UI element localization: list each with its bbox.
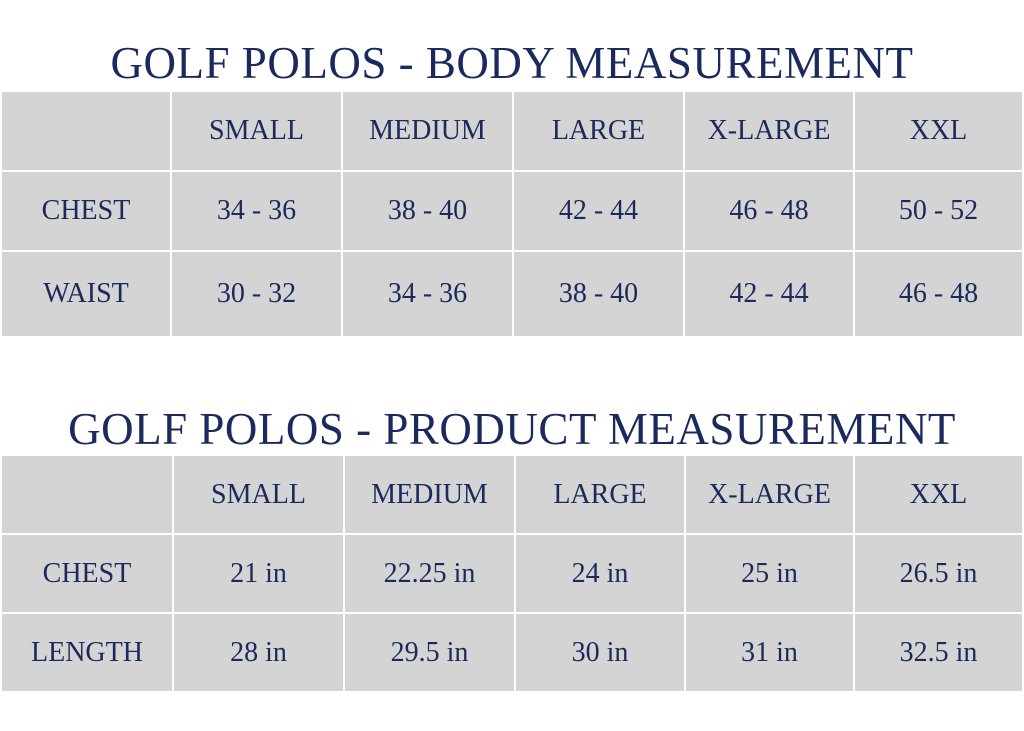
row: LENGTH 28 in 29.5 in 30 in 31 in 32.5 in (0, 612, 1024, 693)
size-header: X-LARGE (684, 454, 855, 535)
cell: 31 in (684, 612, 855, 693)
cell: 26.5 in (853, 533, 1024, 614)
size-header: SMALL (172, 454, 345, 535)
size-header: XXL (853, 454, 1024, 535)
product-table: SMALL MEDIUM LARGE X-LARGE XXL CHEST 21 … (0, 454, 1024, 693)
cell: 46 - 48 (853, 250, 1024, 338)
cell: 30 - 32 (170, 250, 343, 338)
corner-cell (0, 90, 172, 172)
cell: 38 - 40 (341, 170, 514, 252)
cell: 38 - 40 (512, 250, 685, 338)
table-title: GOLF POLOS - PRODUCT MEASUREMENT (68, 404, 956, 454)
cell: 28 in (172, 612, 345, 693)
row-label: WAIST (0, 250, 172, 338)
row-label: CHEST (0, 533, 174, 614)
size-header: MEDIUM (343, 454, 516, 535)
cell: 24 in (514, 533, 686, 614)
cell: 22.25 in (343, 533, 516, 614)
size-header: LARGE (514, 454, 686, 535)
table-title: GOLF POLOS - BODY MEASUREMENT (110, 38, 914, 88)
header-row: SMALL MEDIUM LARGE X-LARGE XXL (0, 454, 1024, 535)
cell: 29.5 in (343, 612, 516, 693)
size-header: LARGE (512, 90, 685, 172)
row-label: CHEST (0, 170, 172, 252)
corner-cell (0, 454, 174, 535)
row-label: LENGTH (0, 612, 174, 693)
cell: 50 - 52 (853, 170, 1024, 252)
cell: 34 - 36 (341, 250, 514, 338)
cell: 30 in (514, 612, 686, 693)
size-header: SMALL (170, 90, 343, 172)
cell: 42 - 44 (512, 170, 685, 252)
body-table: SMALL MEDIUM LARGE X-LARGE XXL CHEST 34 … (0, 90, 1024, 338)
cell: 34 - 36 (170, 170, 343, 252)
cell: 25 in (684, 533, 855, 614)
cell: 46 - 48 (683, 170, 855, 252)
size-header: X-LARGE (683, 90, 855, 172)
cell: 21 in (172, 533, 345, 614)
header-row: SMALL MEDIUM LARGE X-LARGE XXL (0, 90, 1024, 172)
row: CHEST 21 in 22.25 in 24 in 25 in 26.5 in (0, 533, 1024, 614)
cell: 32.5 in (853, 612, 1024, 693)
row: WAIST 30 - 32 34 - 36 38 - 40 42 - 44 46… (0, 250, 1024, 338)
size-header: XXL (853, 90, 1024, 172)
size-header: MEDIUM (341, 90, 514, 172)
cell: 42 - 44 (683, 250, 855, 338)
row: CHEST 34 - 36 38 - 40 42 - 44 46 - 48 50… (0, 170, 1024, 252)
